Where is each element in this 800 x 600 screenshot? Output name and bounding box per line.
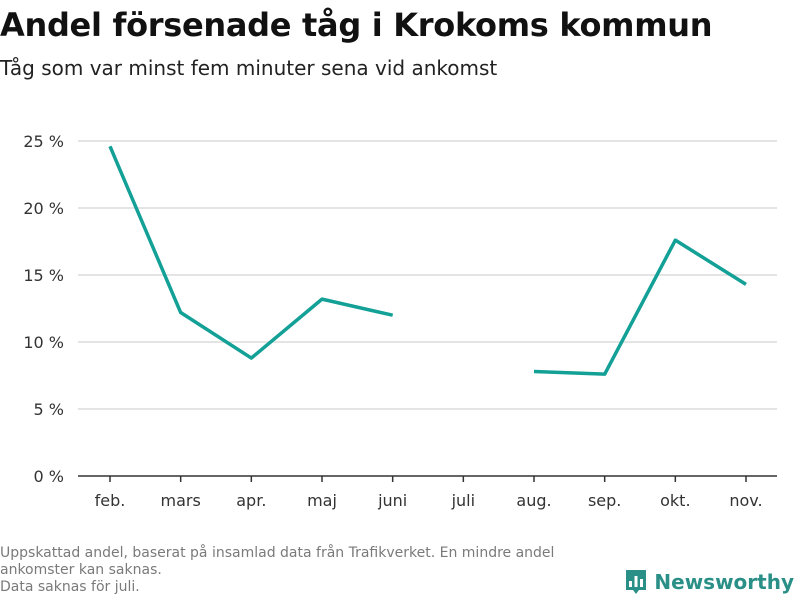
footnote-line: Data saknas för juli. (0, 579, 140, 595)
footnote: Uppskattad andel, baserat på insamlad da… (0, 545, 640, 596)
chart-subtitle: Tåg som var minst fem minuter sena vid a… (0, 56, 498, 80)
y-tick-label: 25 % (23, 132, 64, 151)
x-tick-label: mars (161, 491, 201, 510)
series-line (533, 238, 747, 376)
footnote-line: Uppskattad andel, baserat på insamlad da… (0, 545, 555, 561)
y-tick-label: 10 % (23, 333, 64, 352)
brand-name: Newsworthy (654, 570, 794, 594)
x-tick-label: aug. (516, 491, 551, 510)
bar-chart-logo-icon (626, 570, 647, 594)
y-tick-label: 20 % (23, 199, 64, 218)
y-tick-label: 5 % (34, 400, 64, 419)
y-tick-label: 0 % (34, 467, 64, 486)
x-tick-label: apr. (236, 491, 266, 510)
x-tick-label: feb. (95, 491, 126, 510)
x-tick-label: sep. (588, 491, 621, 510)
series-line (108, 145, 394, 360)
x-tick-label: juni (377, 491, 407, 510)
brand-logo: Newsworthy (624, 568, 794, 596)
chart-title: Andel försenade tåg i Krokoms kommun (0, 6, 713, 44)
x-tick-label: maj (307, 491, 337, 510)
x-tick-label: juli (451, 491, 475, 510)
footnote-line: ankomster kan saknas. (0, 562, 162, 578)
x-tick-label: nov. (729, 491, 762, 510)
x-tick-label: okt. (660, 491, 690, 510)
line-chart: 0 % 5 % 10 % 15 % 20 % 25 % feb. mars apr. maj jun… (23, 132, 777, 510)
y-tick-label: 15 % (23, 266, 64, 285)
